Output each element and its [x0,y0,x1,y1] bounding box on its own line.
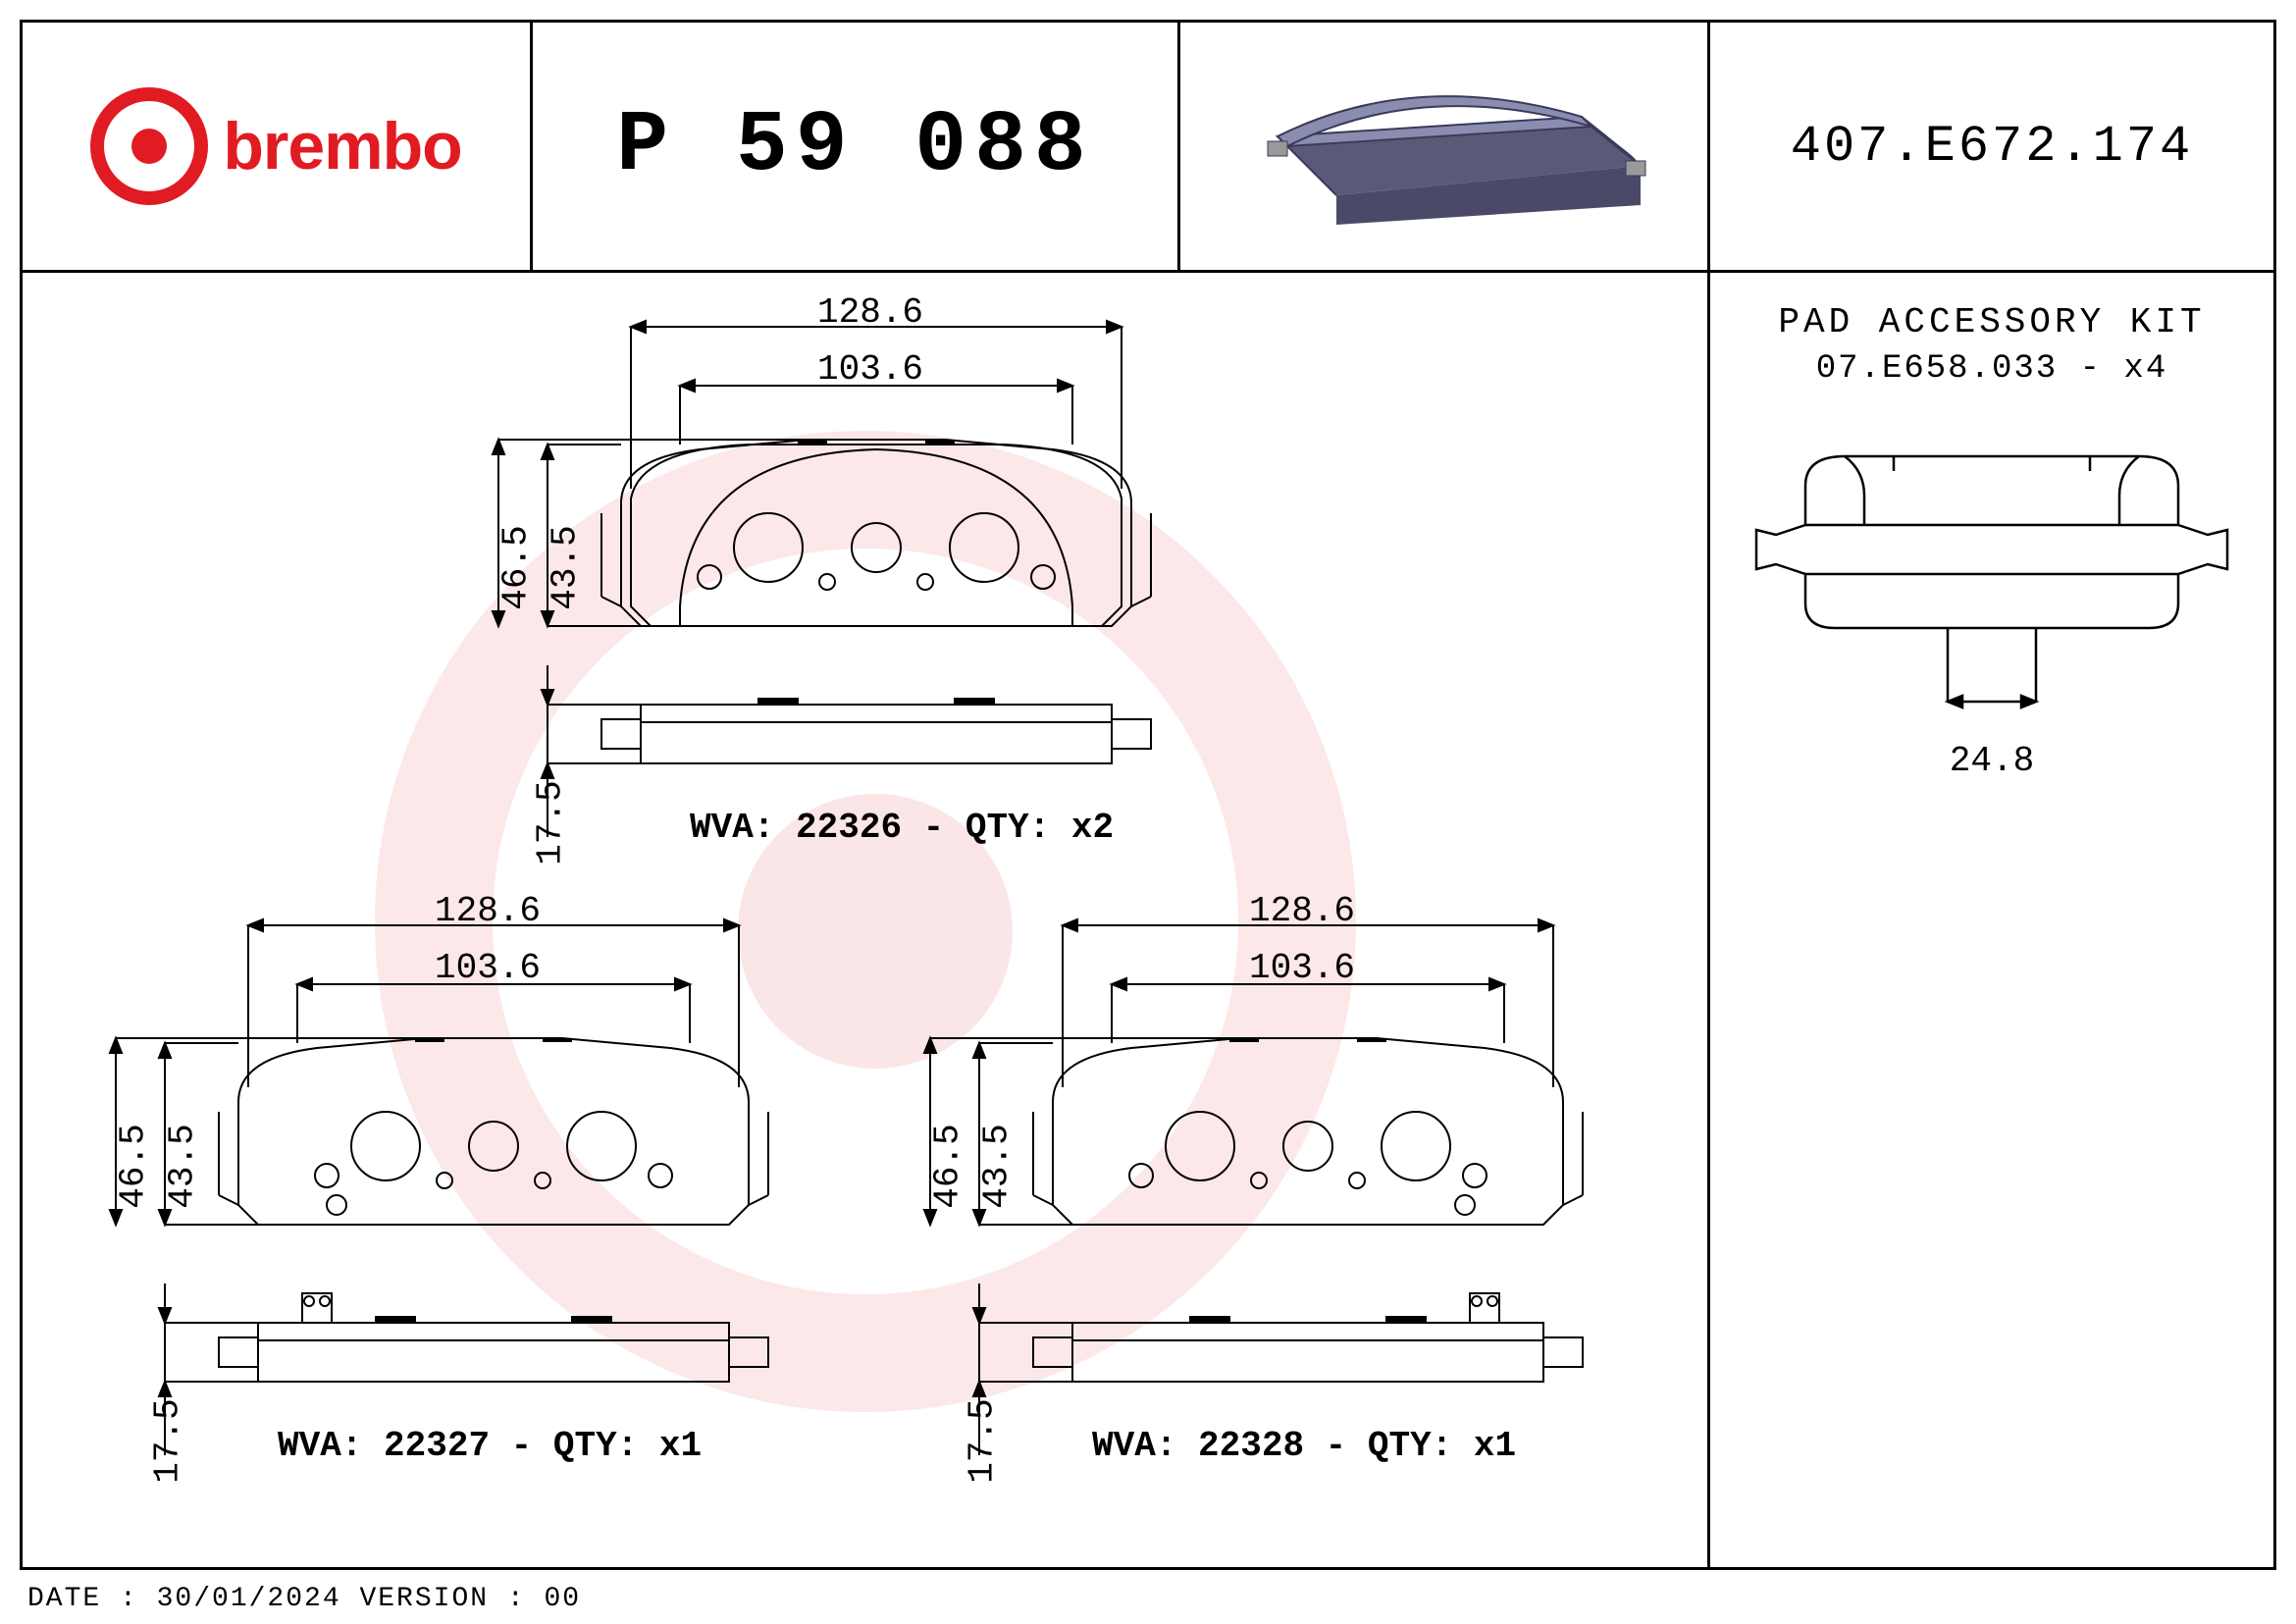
wva-label: WVA: 22326 - QTY: x2 [690,808,1114,848]
wva-label: WVA: 22328 - QTY: x1 [1092,1426,1516,1466]
dim-height-inner: 43.5 [546,525,586,609]
wva-label: WVA: 22327 - QTY: x1 [278,1426,702,1466]
dim-height-inner: 43.5 [163,1124,203,1208]
pad-drawing-right: 128.6 103.6 46.5 43.5 17.5 WVA: 22328 - … [886,891,1691,1519]
pad-3d-render [1238,58,1650,235]
footer-date-version: DATE : 30/01/2024 VERSION : 00 [27,1584,581,1614]
pad-drawing-left: 128.6 103.6 46.5 43.5 17.5 WVA: 22327 - … [72,891,876,1519]
drawing-number-cell: 407.E672.174 [1710,23,2273,270]
dim-height-outer: 46.5 [496,525,537,609]
drawing-number: 407.E672.174 [1791,118,2193,176]
dim-height-inner: 43.5 [977,1124,1018,1208]
dim-width-inner: 103.6 [435,948,541,988]
render-cell [1180,23,1710,270]
accessory-width-value: 24.8 [1740,741,2244,781]
dim-height-outer: 46.5 [114,1124,154,1208]
brembo-logo-icon [90,87,208,205]
part-number-cell: P 59 088 [533,23,1180,270]
accessory-title: PAD ACCESSORY KIT [1740,302,2244,342]
dim-width-outer: 128.6 [817,292,923,333]
drawing-frame: brembo P 59 088 407.E672.174 [20,20,2276,1570]
dim-width-outer: 128.6 [1249,891,1355,931]
pad-drawing-top: 128.6 103.6 46.5 43.5 17.5 WVA: 22326 - … [454,292,1259,901]
accessory-code: 07.E658.033 - x4 [1740,350,2244,388]
header-row: brembo P 59 088 407.E672.174 [23,23,2273,273]
dim-thickness: 17.5 [963,1398,1003,1483]
logo-cell: brembo [23,23,533,270]
part-number: P 59 088 [616,98,1093,195]
dim-width-inner: 103.6 [1249,948,1355,988]
main-drawing-area: 128.6 103.6 46.5 43.5 17.5 WVA: 22326 - … [23,273,1710,1570]
dim-thickness: 17.5 [148,1398,188,1483]
dim-width-inner: 103.6 [817,349,923,390]
dim-thickness: 17.5 [531,780,571,864]
dim-height-outer: 46.5 [928,1124,968,1208]
brand-name: brembo [223,108,461,184]
dim-width-outer: 128.6 [435,891,541,931]
accessory-clip-drawing [1747,417,2237,790]
body-row: 128.6 103.6 46.5 43.5 17.5 WVA: 22326 - … [23,273,2273,1570]
accessory-panel: PAD ACCESSORY KIT 07.E658.033 - x4 [1710,273,2273,1570]
